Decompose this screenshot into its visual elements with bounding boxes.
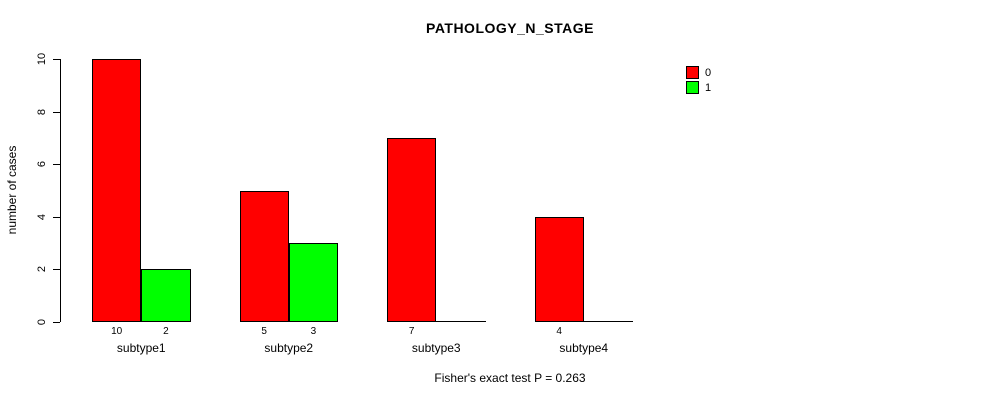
y-tick	[53, 269, 60, 271]
y-axis-line	[60, 59, 61, 322]
y-tick-label: 4	[36, 213, 48, 220]
y-tick-label: 8	[36, 108, 48, 115]
bar-subtype2-series0	[239, 190, 289, 322]
bar-value-label: 7	[408, 326, 415, 337]
bar-subtype1-series1	[141, 269, 191, 322]
y-tick-label: 0	[36, 318, 48, 326]
bar-value-label: 3	[310, 326, 317, 337]
y-tick	[53, 111, 60, 113]
bar-subtype4-series0	[534, 216, 584, 322]
legend-label: 0	[705, 66, 712, 79]
x-category-label-subtype3: subtype3	[411, 341, 461, 355]
bar-value-label: 5	[261, 326, 267, 337]
bar-value-label: 2	[163, 326, 169, 337]
fisher-test-annotation: Fisher's exact test P = 0.263	[434, 371, 586, 385]
bar-subtype1-series0	[92, 59, 142, 322]
y-tick-label: 10	[36, 52, 48, 66]
y-tick	[53, 164, 60, 166]
y-axis-title: number of cases	[5, 145, 19, 235]
legend-item-1: 1	[686, 80, 711, 95]
bar-subtype3-series0	[387, 137, 437, 322]
y-tick	[53, 216, 60, 218]
legend-swatch-icon	[686, 66, 699, 79]
y-tick	[53, 322, 60, 323]
y-tick	[53, 59, 60, 60]
x-category-label-subtype4: subtype4	[559, 341, 609, 355]
legend-label: 1	[705, 81, 712, 94]
bar-subtype2-series1	[288, 243, 338, 322]
y-tick-label: 6	[36, 161, 48, 168]
y-tick-label: 2	[36, 266, 48, 273]
x-category-label-subtype2: subtype2	[264, 341, 314, 355]
bar-value-label: 4	[556, 326, 562, 337]
zero-bar-line-subtype3-series1	[436, 321, 486, 322]
legend-swatch-icon	[686, 81, 699, 94]
legend-item-0: 0	[686, 65, 711, 80]
chart-title: PATHOLOGY_N_STAGE	[426, 20, 594, 36]
x-category-label-subtype1: subtype1	[116, 341, 166, 355]
zero-bar-line-subtype4-series1	[583, 321, 633, 322]
bar-value-label: 10	[111, 326, 123, 337]
